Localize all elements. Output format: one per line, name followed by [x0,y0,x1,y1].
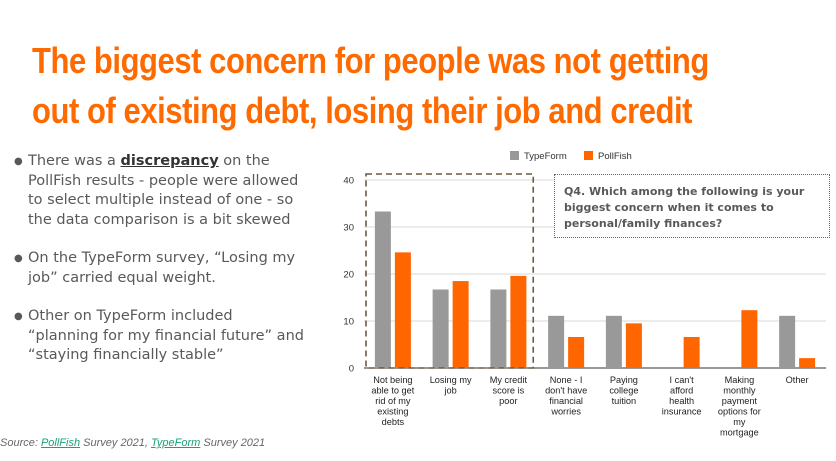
x-tick-label: rid of my [375,396,411,406]
question-box: Q4. Which among the following is your bi… [554,174,830,238]
source-suffix: Survey 2021 [200,437,266,449]
discrepancy-emphasis: discrepancy [120,153,219,169]
legend-label: TypeForm [524,151,567,162]
x-tick-label: health [669,396,694,406]
highlight-box [365,173,535,369]
x-tick-label: None - I [550,375,583,385]
bar-typeform [548,315,565,368]
y-tick-label: 40 [343,176,354,187]
x-tick-label: Making [725,375,755,385]
bullet-list: There was a discrepancy on the PollFish … [14,152,304,385]
x-tick-label: my [733,417,746,427]
bullet-discrepancy: There was a discrepancy on the PollFish … [14,152,304,230]
slide-title: The biggest concern for people was not g… [32,40,709,131]
x-tick-label: existing [377,407,408,417]
y-tick-label: 20 [343,270,354,281]
y-tick-label: 10 [343,317,354,328]
bullet-text: on the PollFish results - people were al… [28,153,299,228]
x-tick-label: Losing my [430,375,472,385]
x-tick-label: Other [786,375,809,385]
bar-pollfish [568,336,585,368]
x-tick-label: worries [550,407,581,417]
x-tick-label: debts [382,417,405,427]
typeform-link[interactable]: TypeForm [151,437,201,449]
x-tick-label: score is [493,386,525,396]
x-tick-label: college [609,386,638,396]
x-tick-label: My credit [490,375,528,385]
x-tick-label: payment [722,396,758,406]
x-tick-label: tuition [612,396,637,406]
x-tick-label: don't have [545,386,587,396]
bullet-typeform-other: Other on TypeForm included “planning for… [14,307,304,366]
x-tick-label: financial [549,396,583,406]
bar-pollfish [683,336,700,368]
bar-typeform [605,315,622,368]
x-tick-label: mortgage [720,428,759,438]
legend-label: PollFish [598,151,632,162]
x-tick-label: Paying [610,375,638,385]
bar-chart: 0 10 20 30 40 Not being able to get rid of my ex… [318,144,836,444]
x-tick-label: monthly [723,386,756,396]
pollfish-link[interactable]: PollFish [40,437,81,449]
x-tick-label: job [443,386,456,396]
bar-typeform [374,211,391,368]
bar-typeform [432,289,449,368]
x-tick-label: Not being [373,375,412,385]
bullet-text: There was a [28,153,121,169]
bar-pollfish [625,323,642,368]
x-tick-label: able to get [371,386,414,396]
legend-swatch-typeform [510,151,519,160]
y-tick-label: 30 [343,223,354,234]
bar-pollfish [394,252,411,368]
x-tick-label: poor [499,396,517,406]
bar-pollfish [741,310,758,368]
x-tick-label: afford [670,386,693,396]
bar-pollfish [452,281,469,368]
bar-typeform [779,315,796,368]
x-tick-label: I can't [670,375,695,385]
source-citation: Source: PollFish Survey 2021, TypeForm S… [0,437,265,449]
source-prefix: Source: [0,437,41,449]
bullet-typeform-job: On the TypeForm survey, “Losing my job” … [14,249,304,288]
y-tick-label: 0 [349,364,354,375]
legend-swatch-pollfish [584,151,593,160]
bar-pollfish [510,275,527,368]
bar-typeform [490,289,507,368]
source-mid: Survey 2021, [80,437,152,449]
bar-pollfish [799,358,816,368]
x-tick-label: options for [718,407,761,417]
x-tick-label: insurance [662,407,702,417]
